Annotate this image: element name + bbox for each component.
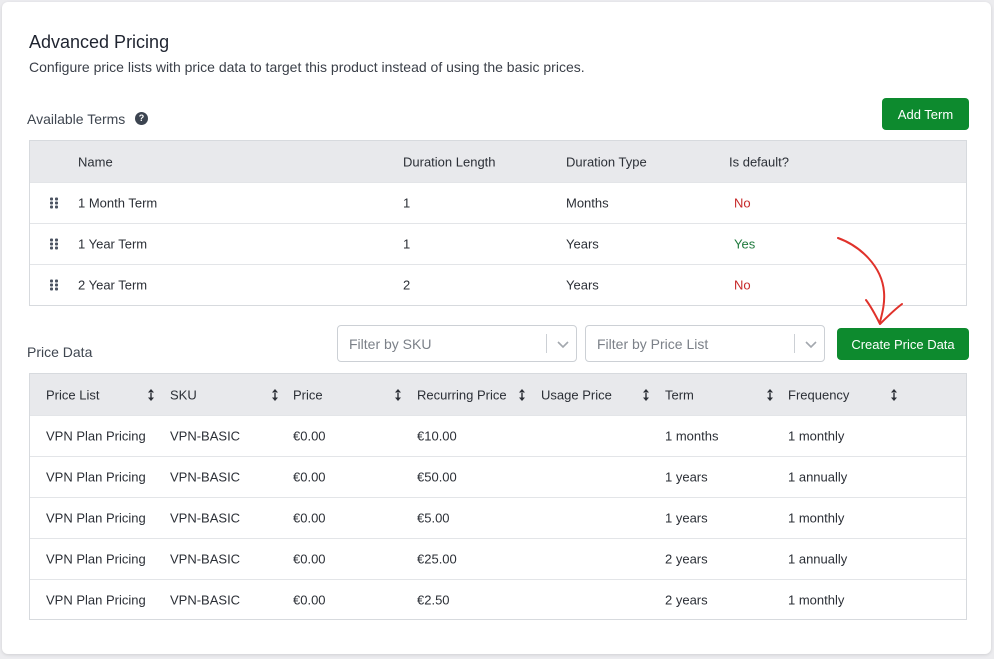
table-row[interactable]: VPN Plan Pricing VPN-BASIC €0.00 €5.00 1… [30, 497, 966, 538]
cell-recurring-price: €10.00 [417, 428, 457, 444]
col-price: Price [293, 387, 323, 402]
table-row[interactable]: VPN Plan Pricing VPN-BASIC €0.00 €50.00 … [30, 456, 966, 497]
filter-price-list-select[interactable]: Filter by Price List [585, 325, 825, 362]
cell-term: 1 years [665, 510, 708, 526]
cell-price-list: VPN Plan Pricing [46, 428, 146, 444]
select-separator [794, 334, 795, 353]
cell-price-list: VPN Plan Pricing [46, 510, 146, 526]
question-circle-icon[interactable]: ? [135, 112, 148, 125]
filter-price-list-placeholder: Filter by Price List [597, 335, 709, 352]
filter-sku-placeholder: Filter by SKU [349, 335, 432, 352]
sort-icon[interactable] [147, 388, 155, 402]
cell-term: 2 years [665, 551, 708, 567]
cell-sku: VPN-BASIC [170, 551, 241, 567]
table-row[interactable]: 2 Year Term 2 Years No [30, 264, 966, 305]
cell-recurring-price: €5.00 [417, 510, 450, 526]
chevron-down-icon[interactable] [804, 339, 818, 349]
cell-sku: VPN-BASIC [170, 510, 241, 526]
cell-price: €0.00 [293, 428, 326, 444]
term-type: Years [566, 277, 599, 293]
cell-recurring-price: €25.00 [417, 551, 457, 567]
term-name: 1 Month Term [78, 195, 158, 211]
col-duration-length: Duration Length [403, 154, 496, 169]
drag-handle-icon[interactable] [50, 279, 58, 291]
col-price-list: Price List [46, 387, 100, 402]
create-price-data-button[interactable]: Create Price Data [837, 328, 969, 360]
cell-price-list: VPN Plan Pricing [46, 469, 146, 485]
available-terms-label: Available Terms [27, 111, 126, 127]
col-usage-price: Usage Price [541, 387, 612, 402]
price-data-table: Price List SKU Price Recurring Price Usa… [29, 373, 967, 620]
select-separator [546, 334, 547, 353]
term-default: No [734, 195, 751, 211]
col-term: Term [665, 387, 694, 402]
price-data-label: Price Data [27, 344, 93, 360]
cell-sku: VPN-BASIC [170, 469, 241, 485]
add-term-button[interactable]: Add Term [882, 98, 969, 130]
term-name: 1 Year Term [78, 236, 148, 252]
sort-icon[interactable] [518, 388, 526, 402]
price-data-table-header: Price List SKU Price Recurring Price Usa… [30, 374, 966, 415]
page-title: Advanced Pricing [29, 32, 170, 52]
col-duration-type: Duration Type [566, 154, 647, 169]
term-default: Yes [734, 236, 756, 252]
sort-icon[interactable] [766, 388, 774, 402]
annotation-arrow-icon [837, 237, 903, 325]
drag-handle-icon[interactable] [50, 238, 58, 250]
cell-frequency: 1 monthly [788, 510, 845, 526]
table-row[interactable]: VPN Plan Pricing VPN-BASIC €0.00 €25.00 … [30, 538, 966, 579]
cell-frequency: 1 monthly [788, 428, 845, 444]
cell-sku: VPN-BASIC [170, 592, 241, 608]
sort-icon[interactable] [394, 388, 402, 402]
term-type: Months [566, 195, 609, 211]
cell-frequency: 1 annually [788, 469, 848, 485]
sort-icon[interactable] [890, 388, 898, 402]
table-row[interactable]: 1 Month Term 1 Months No [30, 182, 966, 223]
chevron-down-icon[interactable] [556, 339, 570, 349]
col-name: Name [78, 154, 113, 169]
col-recurring-price: Recurring Price [417, 387, 507, 402]
table-row[interactable]: VPN Plan Pricing VPN-BASIC €0.00 €2.50 2… [30, 579, 966, 620]
terms-table: Name Duration Length Duration Type Is de… [29, 140, 967, 306]
term-type: Years [566, 236, 599, 252]
cell-recurring-price: €50.00 [417, 469, 457, 485]
col-is-default: Is default? [729, 154, 789, 169]
sort-icon[interactable] [642, 388, 650, 402]
cell-frequency: 1 monthly [788, 592, 845, 608]
term-length: 1 [403, 195, 411, 211]
cell-price-list: VPN Plan Pricing [46, 592, 146, 608]
cell-price: €0.00 [293, 592, 326, 608]
terms-table-header: Name Duration Length Duration Type Is de… [30, 141, 966, 182]
term-length: 1 [403, 236, 411, 252]
table-row[interactable]: VPN Plan Pricing VPN-BASIC €0.00 €10.00 … [30, 415, 966, 456]
term-length: 2 [403, 277, 411, 293]
cell-frequency: 1 annually [788, 551, 848, 567]
cell-recurring-price: €2.50 [417, 592, 450, 608]
cell-term: 1 years [665, 469, 708, 485]
col-frequency: Frequency [788, 387, 850, 402]
term-default: No [734, 277, 751, 293]
cell-term: 2 years [665, 592, 708, 608]
col-sku: SKU [170, 387, 197, 402]
cell-price: €0.00 [293, 469, 326, 485]
page-subtitle: Configure price lists with price data to… [29, 59, 585, 75]
filter-sku-select[interactable]: Filter by SKU [337, 325, 577, 362]
cell-sku: VPN-BASIC [170, 428, 241, 444]
drag-handle-icon[interactable] [50, 197, 58, 209]
cell-price-list: VPN Plan Pricing [46, 551, 146, 567]
cell-price: €0.00 [293, 510, 326, 526]
sort-icon[interactable] [271, 388, 279, 402]
cell-term: 1 months [665, 428, 719, 444]
term-name: 2 Year Term [78, 277, 148, 293]
table-row[interactable]: 1 Year Term 1 Years Yes [30, 223, 966, 264]
cell-price: €0.00 [293, 551, 326, 567]
